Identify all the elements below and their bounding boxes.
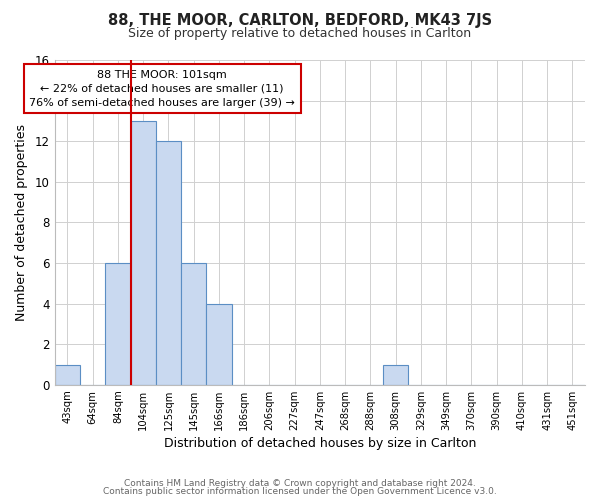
Text: 88, THE MOOR, CARLTON, BEDFORD, MK43 7JS: 88, THE MOOR, CARLTON, BEDFORD, MK43 7JS [108,12,492,28]
Bar [55,364,80,385]
Bar [131,121,156,385]
Text: Contains HM Land Registry data © Crown copyright and database right 2024.: Contains HM Land Registry data © Crown c… [124,478,476,488]
X-axis label: Distribution of detached houses by size in Carlton: Distribution of detached houses by size … [164,437,476,450]
Text: Contains public sector information licensed under the Open Government Licence v3: Contains public sector information licen… [103,487,497,496]
Bar [106,263,131,385]
Bar [181,263,206,385]
Bar [206,304,232,385]
Text: 88 THE MOOR: 101sqm
← 22% of detached houses are smaller (11)
76% of semi-detach: 88 THE MOOR: 101sqm ← 22% of detached ho… [29,70,295,108]
Y-axis label: Number of detached properties: Number of detached properties [15,124,28,321]
Bar [156,141,181,385]
Bar [383,364,408,385]
Text: Size of property relative to detached houses in Carlton: Size of property relative to detached ho… [128,28,472,40]
